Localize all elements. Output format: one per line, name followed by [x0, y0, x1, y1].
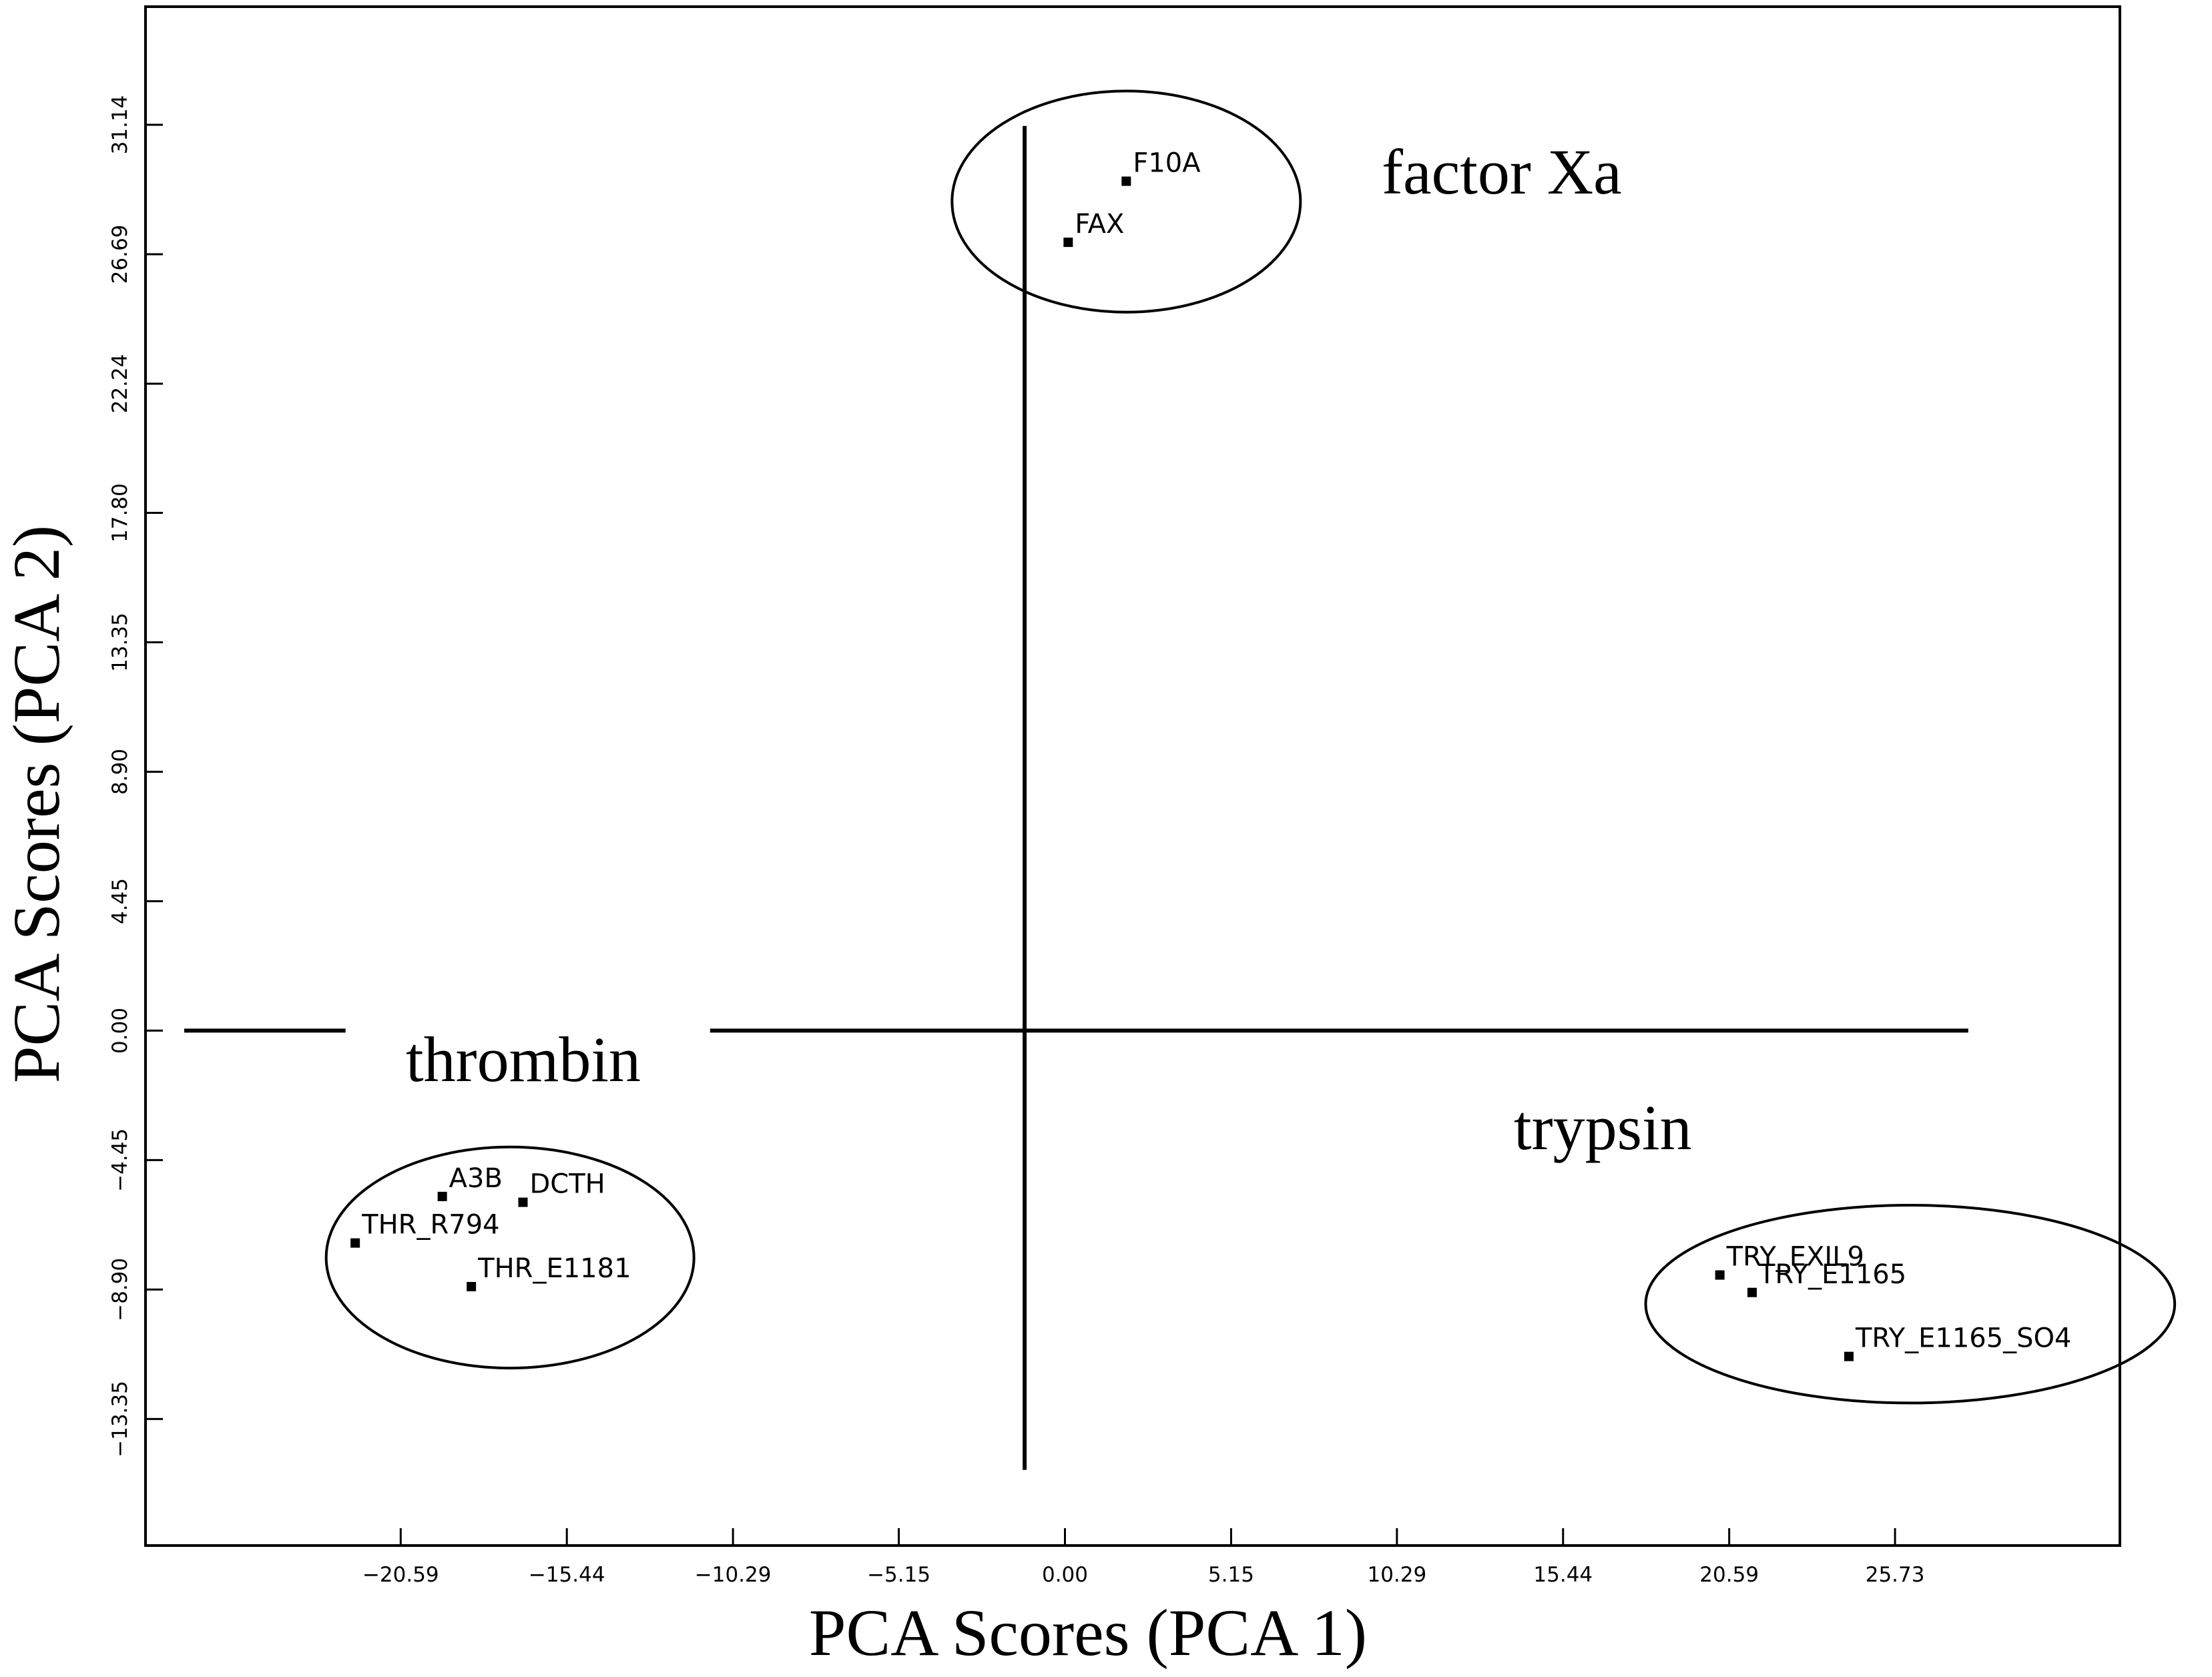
group-label-factor-xa: factor Xa — [1382, 136, 1622, 208]
group-ellipse-thrombin — [324, 1145, 696, 1370]
data-point — [1063, 238, 1073, 248]
x-tick-label: 20.59 — [1699, 1563, 1759, 1587]
data-point — [1715, 1270, 1725, 1280]
x-tick-label: −15.44 — [529, 1563, 605, 1587]
group-ellipse-factor-xa — [950, 89, 1302, 314]
data-point — [1121, 176, 1131, 186]
x-tick-label: −20.59 — [362, 1563, 439, 1587]
y-tick-label: 26.69 — [108, 225, 132, 284]
y-tick-label: 0.00 — [108, 1008, 132, 1054]
data-point-label: F10A — [1133, 148, 1201, 179]
data-point-label: THR_E1181 — [477, 1253, 631, 1284]
x-tick-label: 5.15 — [1208, 1563, 1254, 1587]
x-tick-label: 0.00 — [1042, 1563, 1088, 1587]
y-tick-label: 22.24 — [108, 354, 132, 414]
reference-lines — [184, 125, 1968, 1470]
x-tick-label: 25.73 — [1866, 1563, 1925, 1587]
data-point — [1747, 1287, 1757, 1297]
y-axis-ticks: 31.14 26.69 22.24 17.80 13.35 8.90 4.45 0.00 −4.… — [108, 95, 163, 1457]
data-point — [437, 1191, 447, 1201]
data-points: F10A FAX A3B DCTH THR_R794 THR_E1181 TRY_EXIL9… — [350, 148, 2072, 1361]
y-tick-label: −13.35 — [108, 1381, 132, 1457]
data-point-label: DCTH — [530, 1169, 605, 1200]
group-label-thrombin: thrombin — [406, 1024, 641, 1095]
data-point — [350, 1238, 360, 1248]
y-tick-label: 4.45 — [108, 878, 132, 924]
x-tick-label: 10.29 — [1367, 1563, 1426, 1587]
y-tick-label: 31.14 — [108, 95, 132, 155]
data-point-label: A3B — [449, 1163, 503, 1194]
plot-frame — [144, 5, 2121, 1547]
x-tick-label: 15.44 — [1533, 1563, 1593, 1587]
data-point — [467, 1282, 477, 1292]
y-tick-label: 13.35 — [108, 613, 132, 672]
data-point-label: TRY_E1165_SO4 — [1855, 1323, 2072, 1354]
y-tick-label: −8.90 — [108, 1258, 132, 1321]
y-tick-label: 17.80 — [108, 483, 132, 543]
data-point-label: FAX — [1075, 209, 1124, 240]
x-tick-label: −10.29 — [695, 1563, 772, 1587]
group-ellipses — [324, 89, 2177, 1405]
data-point-label: TRY_EXIL9 — [1726, 1242, 1864, 1273]
data-point — [1844, 1351, 1854, 1361]
x-axis-title: PCA Scores (PCA 1) — [809, 1596, 1367, 1670]
x-tick-label: −5.15 — [867, 1563, 930, 1587]
y-tick-label: 8.90 — [108, 749, 132, 795]
data-point — [518, 1197, 528, 1207]
data-point-label: THR_R794 — [361, 1210, 499, 1241]
data-point-label: TRY_E1165 — [1758, 1259, 1906, 1290]
y-axis-title: PCA Scores (PCA 2) — [0, 525, 73, 1083]
group-ellipse-trypsin — [1644, 1203, 2177, 1405]
x-axis-ticks: −20.59 −15.44 −10.29 −5.15 0.00 5.15 10.29 15.4… — [362, 1528, 1925, 1587]
group-labels: factor Xa thrombin trypsin — [406, 136, 1692, 1163]
group-label-trypsin: trypsin — [1514, 1092, 1692, 1163]
y-tick-label: −4.45 — [108, 1128, 132, 1192]
